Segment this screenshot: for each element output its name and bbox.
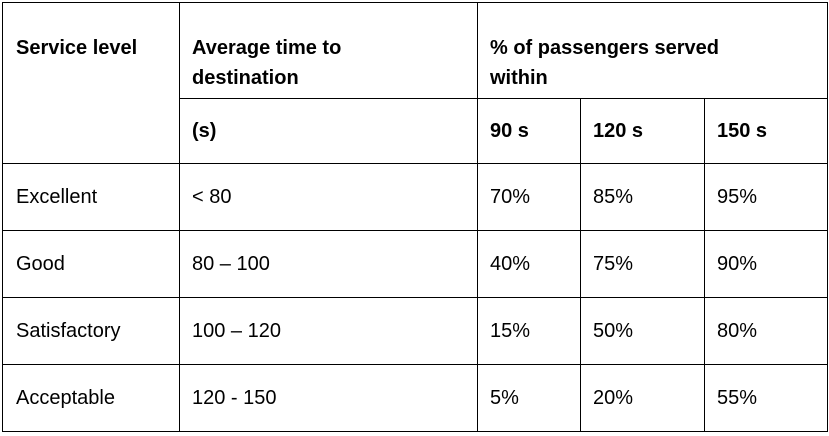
header-average-time-unit: (s) [179,98,478,164]
header-percent-served-line2: within [490,67,548,89]
cell-pct-90: 70% [477,163,581,231]
header-average-time: Average time to destination [179,2,478,99]
header-percent-served: % of passengers served within [476,2,829,99]
cell-pct-90: 5% [477,364,581,432]
cell-pct-150: 90% [703,230,829,298]
cell-pct-90: 15% [477,297,581,365]
cell-service-level: Satisfactory [2,297,180,365]
header-col-150: 150 s [703,98,829,164]
cell-service-level: Good [2,230,180,298]
cell-service-level: Acceptable [2,364,180,432]
cell-pct-150: 80% [703,297,829,365]
table-row: Satisfactory 100 – 120 15% 50% 80% [2,297,829,365]
cell-pct-120: 50% [580,297,705,365]
cell-pct-150: 95% [703,163,829,231]
cell-average-time: < 80 [179,163,478,231]
cell-average-time: 80 – 100 [179,230,478,298]
cell-average-time: 100 – 120 [179,297,478,365]
header-col-90: 90 s [477,98,581,164]
cell-service-level: Excellent [2,163,180,231]
table-row: Acceptable 120 - 150 5% 20% 55% [2,364,829,432]
cell-pct-90: 40% [477,230,581,298]
header-row-bottom: (s) 90 s 120 s 150 s [3,98,829,164]
header-average-time-line1: Average time to [192,37,342,59]
header-service-level: Service level [2,2,180,164]
header-percent-served-line1: % of passengers served [490,37,719,59]
cell-pct-120: 75% [580,230,705,298]
cell-pct-120: 20% [580,364,705,432]
header-average-time-line2: destination [192,67,299,89]
header-row-top: Service level Average time to destinatio… [2,2,829,164]
cell-pct-150: 55% [703,364,829,432]
table-row: Excellent < 80 70% 85% 95% [2,163,829,231]
cell-average-time: 120 - 150 [179,364,478,432]
header-col-120: 120 s [580,98,705,164]
header-service-level-label: Service level [16,37,138,59]
cell-pct-120: 85% [580,163,705,231]
table-row: Good 80 – 100 40% 75% 90% [2,230,829,298]
